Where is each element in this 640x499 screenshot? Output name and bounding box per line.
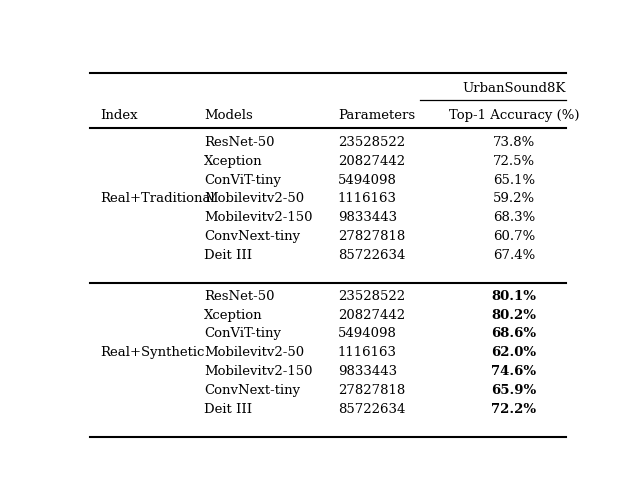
Text: 72.2%: 72.2%: [492, 403, 536, 416]
Text: 62.0%: 62.0%: [492, 346, 536, 359]
Text: 68.3%: 68.3%: [493, 211, 535, 224]
Text: 9833443: 9833443: [338, 365, 397, 378]
Text: Deit III: Deit III: [204, 403, 252, 416]
Text: 85722634: 85722634: [338, 249, 405, 262]
Text: 1116163: 1116163: [338, 346, 397, 359]
Text: 23528522: 23528522: [338, 290, 405, 303]
Text: ConViT-tiny: ConViT-tiny: [204, 174, 281, 187]
Text: 60.7%: 60.7%: [493, 230, 535, 243]
Text: Mobilevitv2-50: Mobilevitv2-50: [204, 193, 304, 206]
Text: 5494098: 5494098: [338, 174, 397, 187]
Text: Mobilevitv2-150: Mobilevitv2-150: [204, 211, 312, 224]
Text: ResNet-50: ResNet-50: [204, 136, 275, 149]
Text: Deit III: Deit III: [204, 249, 252, 262]
Text: 65.1%: 65.1%: [493, 174, 535, 187]
Text: 9833443: 9833443: [338, 211, 397, 224]
Text: 20827442: 20827442: [338, 155, 405, 168]
Text: 27827818: 27827818: [338, 384, 405, 397]
Text: 68.6%: 68.6%: [492, 327, 536, 340]
Text: 72.5%: 72.5%: [493, 155, 535, 168]
Text: 80.1%: 80.1%: [492, 290, 536, 303]
Text: 65.9%: 65.9%: [492, 384, 536, 397]
Text: 20827442: 20827442: [338, 308, 405, 321]
Text: 85722634: 85722634: [338, 403, 405, 416]
Text: Real+Traditional: Real+Traditional: [100, 193, 214, 206]
Text: 27827818: 27827818: [338, 230, 405, 243]
Text: 67.4%: 67.4%: [493, 249, 535, 262]
Text: 74.6%: 74.6%: [492, 365, 536, 378]
Text: Real+Synthetic: Real+Synthetic: [100, 346, 204, 359]
Text: 23528522: 23528522: [338, 136, 405, 149]
Text: 80.2%: 80.2%: [492, 308, 536, 321]
Text: ConvNext-tiny: ConvNext-tiny: [204, 384, 300, 397]
Text: ResNet-50: ResNet-50: [204, 290, 275, 303]
Text: 73.8%: 73.8%: [493, 136, 535, 149]
Text: Mobilevitv2-50: Mobilevitv2-50: [204, 346, 304, 359]
Text: 1116163: 1116163: [338, 193, 397, 206]
Text: Mobilevitv2-150: Mobilevitv2-150: [204, 365, 312, 378]
Text: Xception: Xception: [204, 155, 262, 168]
Text: Models: Models: [204, 109, 253, 122]
Text: Xception: Xception: [204, 308, 262, 321]
Text: Top-1 Accuracy (%): Top-1 Accuracy (%): [449, 109, 579, 122]
Text: Parameters: Parameters: [338, 109, 415, 122]
Text: Index: Index: [100, 109, 138, 122]
Text: UrbanSound8K: UrbanSound8K: [462, 82, 566, 95]
Text: 59.2%: 59.2%: [493, 193, 535, 206]
Text: ConViT-tiny: ConViT-tiny: [204, 327, 281, 340]
Text: ConvNext-tiny: ConvNext-tiny: [204, 230, 300, 243]
Text: 5494098: 5494098: [338, 327, 397, 340]
